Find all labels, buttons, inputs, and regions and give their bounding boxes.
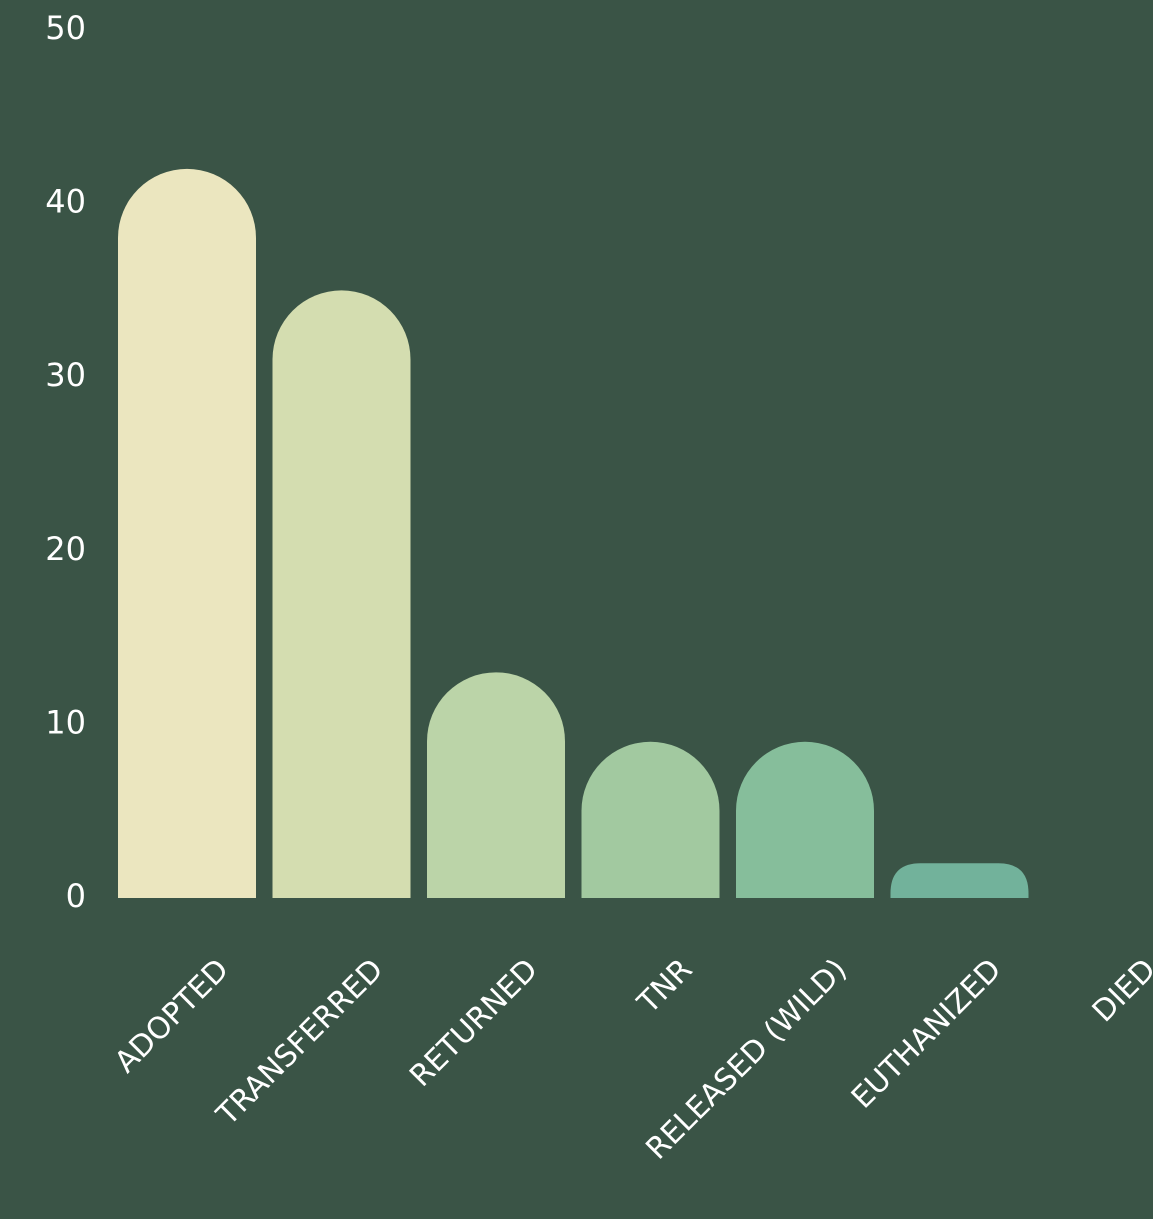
x-tick-label-euthanized: EUTHANIZED	[845, 952, 1008, 1115]
x-tick-label-returned: RETURNED	[403, 952, 545, 1094]
bar-euthanized	[890, 863, 1029, 898]
y-tick-label-30: 30	[45, 356, 86, 394]
y-tick-label-0: 0	[66, 877, 86, 915]
bars	[118, 168, 1029, 899]
bar-released-wild	[736, 741, 874, 898]
y-axis: 0 10 20 30 40 50	[45, 9, 86, 915]
y-tick-label-10: 10	[45, 703, 86, 741]
bar-transferred	[272, 290, 411, 898]
bar-returned	[427, 672, 565, 898]
x-tick-label-adopted: ADOPTED	[108, 952, 236, 1080]
x-tick-label-tnr: TNR	[630, 952, 699, 1021]
bar-adopted	[118, 168, 256, 899]
y-tick-label-40: 40	[45, 183, 86, 221]
y-tick-label-20: 20	[45, 530, 86, 568]
y-tick-label-50: 50	[45, 9, 86, 47]
bar-tnr	[581, 741, 720, 898]
x-tick-label-transferred: TRANSFERRED	[209, 952, 390, 1133]
x-tick-label-died: DIED	[1086, 952, 1153, 1029]
